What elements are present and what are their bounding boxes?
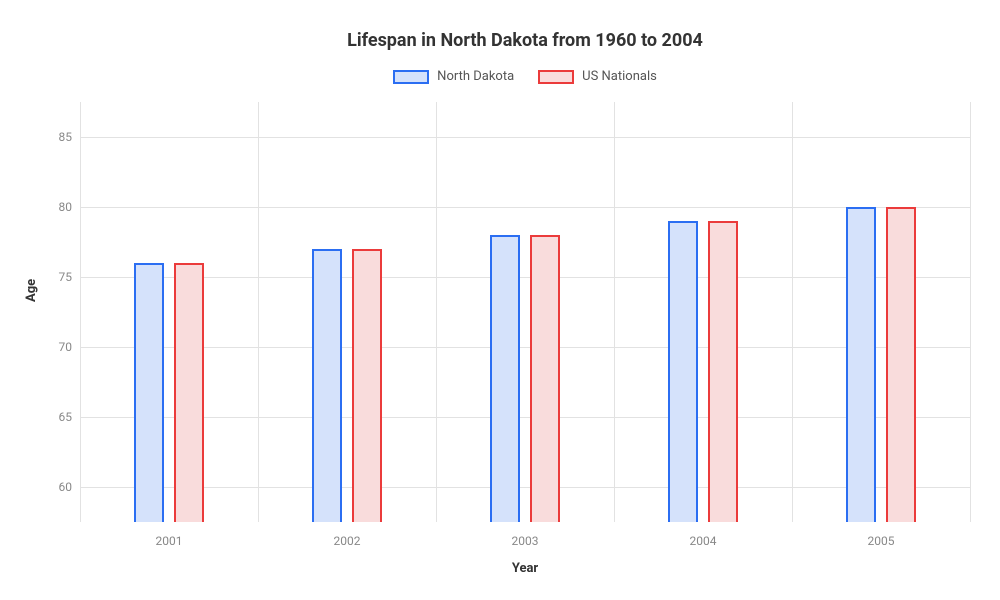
vgridline — [970, 102, 971, 522]
bar — [708, 221, 738, 522]
chart-container: Lifespan in North Dakota from 1960 to 20… — [0, 0, 1000, 600]
plot-area: Age Year 6065707580852001200220032004200… — [80, 102, 970, 522]
bar — [530, 235, 560, 522]
vgridline — [258, 102, 259, 522]
bar — [490, 235, 520, 522]
bar — [174, 263, 204, 522]
gridline — [80, 137, 970, 138]
legend-item: US Nationals — [538, 69, 657, 84]
legend-label: North Dakota — [437, 69, 514, 84]
chart-title: Lifespan in North Dakota from 1960 to 20… — [80, 30, 970, 51]
y-tick-label: 65 — [44, 410, 72, 424]
gridline — [80, 487, 970, 488]
vgridline — [80, 102, 81, 522]
x-tick-label: 2002 — [334, 534, 361, 548]
y-tick-label: 70 — [44, 340, 72, 354]
vgridline — [614, 102, 615, 522]
bar — [846, 207, 876, 522]
x-tick-label: 2004 — [690, 534, 717, 548]
legend-swatch-icon — [393, 70, 429, 84]
y-axis-label: Age — [24, 279, 39, 302]
bar — [886, 207, 916, 522]
gridline — [80, 277, 970, 278]
bar — [134, 263, 164, 522]
gridline — [80, 207, 970, 208]
x-axis-label: Year — [512, 561, 538, 576]
legend-item: North Dakota — [393, 69, 514, 84]
y-tick-label: 75 — [44, 270, 72, 284]
bar — [668, 221, 698, 522]
vgridline — [792, 102, 793, 522]
gridline — [80, 347, 970, 348]
y-tick-label: 80 — [44, 200, 72, 214]
legend-label: US Nationals — [582, 69, 657, 84]
y-tick-label: 85 — [44, 130, 72, 144]
vgridline — [436, 102, 437, 522]
legend-swatch-icon — [538, 70, 574, 84]
bar — [352, 249, 382, 522]
x-tick-label: 2003 — [512, 534, 539, 548]
x-tick-label: 2001 — [156, 534, 183, 548]
x-tick-label: 2005 — [868, 534, 895, 548]
y-tick-label: 60 — [44, 480, 72, 494]
legend: North Dakota US Nationals — [80, 69, 970, 84]
gridline — [80, 417, 970, 418]
bar — [312, 249, 342, 522]
